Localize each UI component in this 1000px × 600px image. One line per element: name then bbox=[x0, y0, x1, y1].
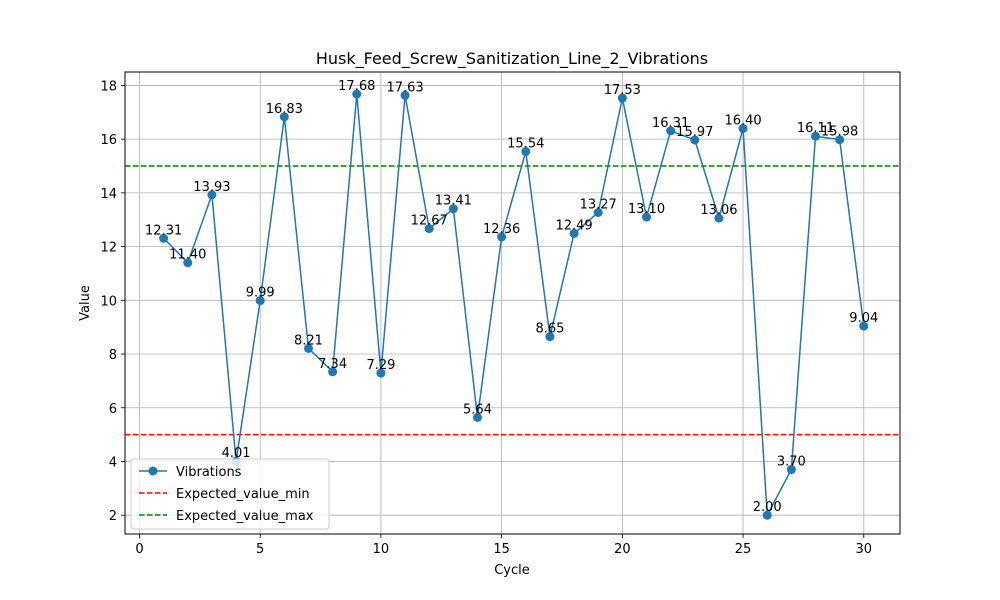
legend-label-min: Expected_value_min bbox=[176, 487, 310, 502]
data-label: 17.53 bbox=[604, 83, 641, 98]
chart-title: Husk_Feed_Screw_Sanitization_Line_2_Vibr… bbox=[316, 49, 708, 69]
data-label: 12.36 bbox=[483, 222, 520, 237]
data-point bbox=[159, 233, 169, 243]
data-point bbox=[279, 112, 289, 122]
data-point bbox=[521, 147, 531, 157]
data-label: 13.06 bbox=[700, 203, 737, 218]
data-point bbox=[666, 126, 676, 136]
x-tick-label: 0 bbox=[135, 542, 143, 557]
data-point bbox=[714, 213, 724, 223]
data-label: 5.64 bbox=[463, 402, 492, 417]
data-point bbox=[545, 332, 555, 342]
data-label: 16.40 bbox=[724, 113, 761, 128]
data-point bbox=[786, 465, 796, 475]
x-tick-label: 15 bbox=[493, 542, 510, 557]
data-label: 15.98 bbox=[821, 125, 858, 140]
data-label: 16.11 bbox=[797, 121, 834, 136]
legend-marker-vibrations bbox=[148, 466, 158, 476]
reference-lines bbox=[125, 165, 900, 436]
series-line-vibrations bbox=[163, 93, 865, 518]
data-point bbox=[497, 232, 507, 242]
y-axis-label: Value bbox=[78, 285, 93, 321]
legend: Vibrations Expected_value_min Expected_v… bbox=[130, 458, 330, 530]
data-label: 8.65 bbox=[535, 322, 564, 337]
data-point bbox=[617, 93, 627, 103]
data-point bbox=[328, 367, 338, 377]
data-label: 15.97 bbox=[676, 125, 713, 140]
x-axis-ticks: 0 5 10 15 20 25 30 bbox=[135, 534, 872, 557]
data-label: 15.54 bbox=[507, 137, 544, 152]
y-tick-label: 4 bbox=[109, 455, 117, 470]
y-tick-label: 14 bbox=[100, 187, 117, 202]
y-tick-label: 18 bbox=[100, 79, 117, 94]
data-label: 8.21 bbox=[294, 333, 323, 348]
data-point bbox=[810, 131, 820, 141]
data-label: 12.49 bbox=[555, 218, 592, 233]
data-point bbox=[641, 212, 651, 222]
x-tick-label: 20 bbox=[614, 542, 631, 557]
data-label: 17.68 bbox=[338, 79, 375, 94]
data-label: 9.04 bbox=[849, 311, 878, 326]
y-tick-label: 6 bbox=[109, 402, 117, 417]
data-point bbox=[255, 296, 265, 306]
data-label: 13.41 bbox=[435, 194, 472, 209]
data-point bbox=[376, 368, 386, 378]
data-label: 2.00 bbox=[753, 500, 782, 515]
data-label: 13.10 bbox=[628, 202, 665, 217]
data-label: 9.99 bbox=[246, 286, 275, 301]
data-point bbox=[835, 135, 845, 145]
data-label: 13.27 bbox=[580, 197, 617, 212]
data-labels: 12.31 11.40 13.93 4.01 9.99 16.83 8.21 7.34 17.6… bbox=[145, 79, 878, 515]
x-axis-label: Cycle bbox=[494, 563, 530, 578]
plot-frame bbox=[124, 71, 901, 535]
data-point bbox=[762, 510, 772, 520]
data-label: 13.93 bbox=[193, 180, 230, 195]
data-point bbox=[424, 224, 434, 234]
data-point bbox=[207, 190, 217, 200]
data-point bbox=[303, 343, 313, 353]
data-label: 12.31 bbox=[145, 223, 182, 238]
data-label: 7.34 bbox=[318, 357, 347, 372]
x-tick-label: 25 bbox=[735, 542, 752, 557]
x-tick-label: 10 bbox=[373, 542, 390, 557]
data-point bbox=[859, 321, 869, 331]
x-tick-label: 30 bbox=[856, 542, 873, 557]
data-label: 12.67 bbox=[411, 214, 448, 229]
data-point bbox=[738, 123, 748, 133]
legend-label-vibrations: Vibrations bbox=[176, 465, 242, 480]
data-point bbox=[352, 89, 362, 99]
x-tick-label: 5 bbox=[256, 542, 264, 557]
data-label: 4.01 bbox=[222, 446, 251, 461]
data-point bbox=[448, 204, 458, 214]
data-point bbox=[472, 412, 482, 422]
data-point bbox=[569, 228, 579, 238]
data-point bbox=[400, 90, 410, 100]
data-point bbox=[690, 135, 700, 145]
data-label: 16.83 bbox=[266, 102, 303, 117]
data-label: 17.63 bbox=[386, 80, 423, 95]
legend-label-max: Expected_value_max bbox=[176, 509, 314, 524]
data-label: 11.40 bbox=[169, 248, 206, 263]
data-label: 16.31 bbox=[652, 116, 689, 131]
y-tick-label: 10 bbox=[100, 294, 117, 309]
y-tick-label: 8 bbox=[109, 348, 117, 363]
data-label: 7.29 bbox=[366, 358, 395, 373]
data-label: 3.70 bbox=[777, 455, 806, 470]
legend-box bbox=[130, 458, 330, 530]
y-tick-label: 16 bbox=[100, 133, 117, 148]
data-point bbox=[183, 258, 193, 268]
y-tick-label: 2 bbox=[109, 509, 117, 524]
y-axis-ticks: 2 4 6 8 10 12 14 16 18 bbox=[100, 79, 125, 524]
y-tick-label: 12 bbox=[100, 241, 117, 256]
data-point bbox=[593, 207, 603, 217]
series-layer bbox=[159, 89, 869, 520]
